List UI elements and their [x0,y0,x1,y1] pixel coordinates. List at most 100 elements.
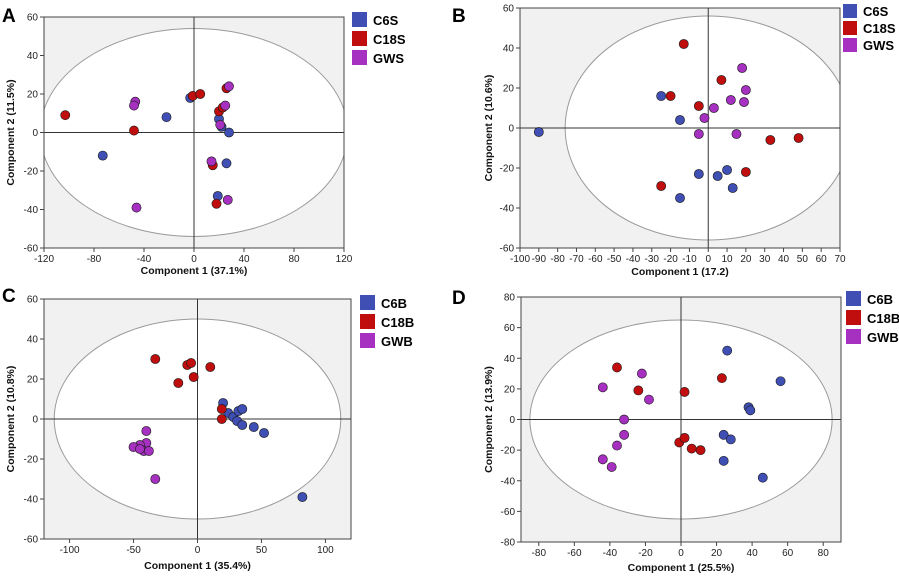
data-point [612,362,622,373]
x-tick-label: -100 [510,254,530,265]
data-point [644,394,654,405]
data-point [665,91,676,101]
data-point [224,127,234,138]
data-point [216,414,227,424]
data-point [619,429,630,440]
x-tick-label: 60 [782,548,794,559]
data-point [765,135,776,145]
panel-d: D -80 -60 -40 -20 0 20 40 60 80 -80 -60 -40 -20 0 20 40 6… [452,288,899,574]
data-point [215,119,226,130]
x-tick-label: 0 [195,545,201,556]
x-tick-label: 0 [705,254,711,265]
x-tick-label: -120 [34,254,54,265]
x-axis-label: Component 1 (25.5%) [628,562,735,574]
panel-letter: B [452,6,466,27]
series-c6b [718,345,786,483]
data-point [693,169,704,179]
x-tick-label: -90 [532,254,547,265]
series-gwb [597,368,654,472]
legend-swatch [360,295,375,310]
legend-label: C6B [381,296,407,311]
data-point [533,127,544,137]
data-point [737,63,748,73]
data-point [612,440,622,451]
data-point [129,100,139,111]
data-point [161,112,172,122]
data-point [718,455,729,466]
series-c18b [150,354,227,424]
y-tick-label: 20 [503,84,515,95]
data-point [699,113,710,123]
legend: C6S C18S GWS [352,12,406,66]
y-tick-label: -20 [501,446,516,457]
data-point [186,358,197,368]
data-point [221,158,232,169]
y-tick-label: -40 [24,495,39,506]
x-tick-label: 100 [317,545,334,556]
data-point [675,115,685,125]
x-tick-label: -50 [126,545,141,556]
legend-label: C6S [863,4,889,19]
data-point [679,432,690,443]
data-point [150,354,161,364]
x-tick-label: -20 [663,254,678,265]
y-tick-label: 60 [503,4,515,15]
legend-swatch [843,21,857,35]
x-axis-label: Component 1 (35.4%) [144,560,251,572]
y-tick-label: -80 [501,538,516,549]
data-point [775,376,786,387]
series-c18s [656,39,804,191]
x-tick-label: -20 [638,548,653,559]
x-tick-label: 0 [678,548,684,559]
data-point [205,362,216,372]
x-tick-label: 10 [721,254,733,265]
x-tick-label: -40 [626,254,641,265]
data-point [718,429,729,440]
data-point [237,404,248,414]
panel-b: B-100 -90 -80 -70 -60 -50 -40 -30 -20 -10 0 10 20 30 4… [452,4,896,279]
y-axis-label: Component 2 (10.8%) [5,366,17,473]
legend: C6B C18B GWB [360,295,414,349]
x-tick-label: 50 [256,545,268,556]
x-tick-label: 20 [711,548,723,559]
data-point [739,97,749,107]
y-tick-label: 20 [504,384,516,395]
x-tick-label: 40 [747,548,759,559]
y-tick-label: 60 [504,323,516,334]
series-c18b [612,362,727,456]
legend-swatch [352,50,367,65]
data-point [131,202,142,213]
legend-label: GWS [373,51,404,66]
series-gwb [128,426,161,484]
legend-label: C18B [381,315,414,330]
y-tick-label: -60 [24,535,39,546]
y-tick-label: -20 [500,164,515,175]
y-tick-label: -60 [24,244,39,255]
x-tick-label: 20 [740,254,752,265]
data-point [727,183,738,193]
data-point [129,125,139,136]
legend-swatch [846,291,861,306]
data-point [606,462,617,472]
x-tick-label: -10 [682,254,697,265]
x-tick-label: -60 [567,548,582,559]
y-tick-label: 20 [27,90,39,101]
data-point [722,345,733,356]
y-tick-label: -60 [500,244,515,255]
data-point [150,474,161,484]
data-point [675,193,685,203]
y-axis-label: Component 2 (13.9%) [483,366,495,473]
data-point [693,101,704,111]
y-tick-label: 20 [27,375,39,386]
data-point [686,443,697,454]
data-point [135,444,145,454]
y-tick-label: 40 [503,44,515,55]
data-point [725,95,736,105]
x-tick-label: 60 [816,254,828,265]
x-tick-label: -40 [603,548,618,559]
data-point [722,165,732,175]
data-point [97,150,108,161]
data-point [740,167,751,177]
data-point [679,387,690,397]
